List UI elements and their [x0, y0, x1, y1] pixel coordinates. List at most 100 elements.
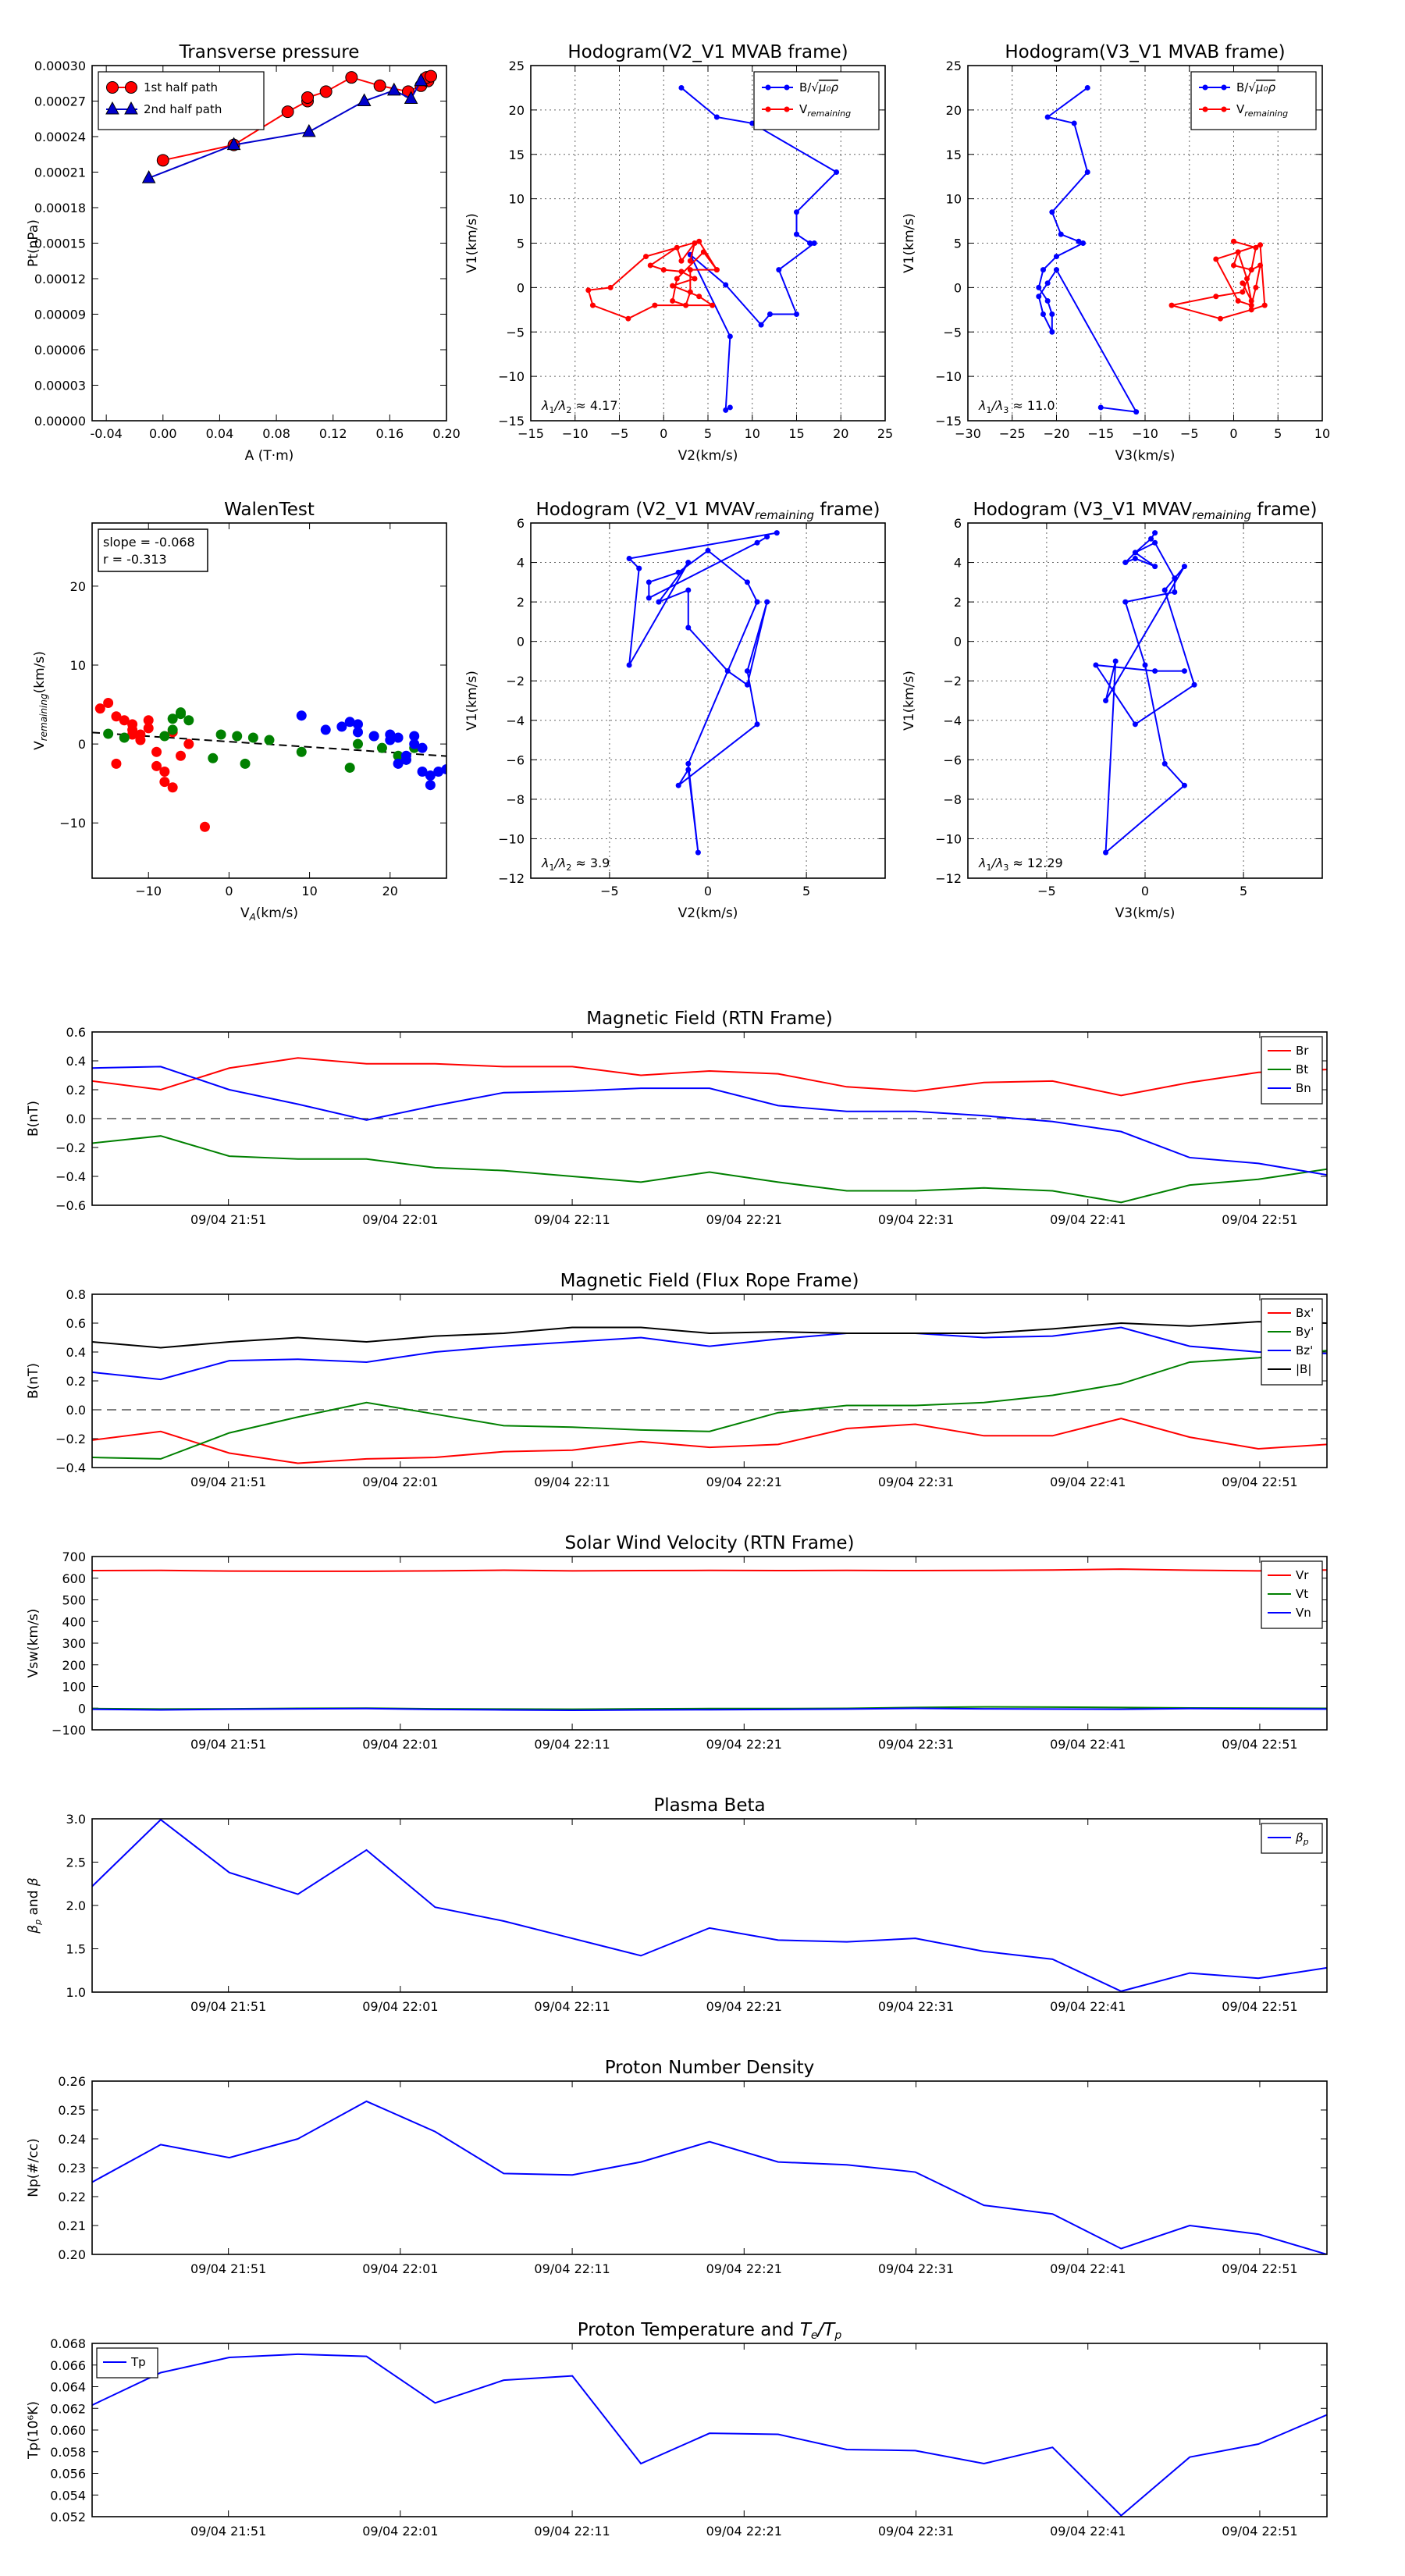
y-axis-label: V1(km/s)	[464, 671, 480, 731]
data-point	[705, 547, 711, 553]
data-point	[1040, 267, 1046, 273]
x-tick-label: 09/04 22:51	[1222, 2261, 1297, 2276]
y-tick-label: 10	[946, 192, 962, 207]
y-tick-label: 0.064	[50, 2380, 86, 2395]
legend-marker	[1202, 106, 1208, 112]
data-point	[675, 782, 681, 788]
x-tick-label: 0	[704, 884, 712, 898]
data-point	[1093, 662, 1099, 668]
chart-title: Plasma Beta	[653, 1795, 765, 1816]
y-tick-label: 0.054	[50, 2488, 86, 2503]
chart-mag_rtn: Magnetic Field (RTN Frame) 09/04 21:51 09/…	[26, 1009, 1328, 1227]
data-point	[1213, 294, 1219, 300]
data-point	[1084, 169, 1090, 175]
y-tick-label: 0.00009	[34, 308, 86, 322]
data-point	[281, 105, 294, 119]
y-tick-label: 0.052	[50, 2510, 86, 2524]
data-point	[1133, 409, 1140, 415]
data-point	[675, 569, 681, 575]
y-tick-label: 0.6	[66, 1025, 86, 1040]
data-point	[1148, 535, 1154, 542]
data-point	[433, 767, 444, 777]
data-point	[724, 668, 731, 674]
data-point	[353, 738, 363, 749]
series-line-0	[1037, 87, 1138, 413]
data-point	[143, 715, 154, 726]
data-point	[376, 742, 387, 753]
data-point	[1248, 267, 1254, 273]
data-point	[368, 731, 379, 742]
data-point	[1231, 262, 1236, 269]
data-point	[1152, 564, 1158, 570]
data-point	[646, 595, 652, 601]
legend-label: B/√μ₀ρ	[799, 80, 838, 94]
y-tick-label: −10	[59, 816, 86, 831]
series-line-Tp	[92, 2353, 1327, 2517]
x-tick-label: 0	[225, 884, 233, 898]
chart-title: Proton Number Density	[605, 2058, 815, 2078]
y-axis-label: V1(km/s)	[464, 213, 480, 273]
series-line-Bn	[92, 1066, 1327, 1176]
y-tick-label: 0.00015	[34, 237, 86, 251]
y-tick-label: −4	[506, 713, 525, 728]
data-point	[764, 599, 770, 605]
axes-frame	[91, 65, 447, 422]
x-axis-label: V3(km/s)	[1115, 448, 1176, 464]
data-point	[744, 668, 750, 674]
data-point	[1152, 530, 1158, 536]
y-tick-label: 0.23	[58, 2161, 86, 2176]
legend-label: Vremaining	[1236, 102, 1288, 119]
x-tick-label: 09/04 22:41	[1050, 1212, 1126, 1227]
x-tick-label: -0.04	[90, 426, 122, 441]
y-axis-label: Vsw(km/s)	[26, 1609, 41, 1678]
y-tick-label: −6	[506, 753, 525, 767]
x-tick-label: 09/04 22:31	[878, 1999, 954, 2014]
data-point	[151, 760, 162, 771]
x-tick-label: 0	[1229, 426, 1237, 441]
data-point	[319, 85, 333, 98]
x-tick-label: −20	[1044, 426, 1070, 441]
y-tick-label: 5	[517, 237, 525, 251]
x-tick-label: 09/04 22:31	[878, 1475, 954, 1489]
y-tick-label: 0.00012	[34, 272, 86, 286]
data-point	[1152, 668, 1158, 674]
data-point	[692, 276, 698, 282]
data-point	[1049, 329, 1055, 335]
y-tick-label: 0.00018	[34, 201, 86, 215]
y-tick-label: 5	[954, 237, 962, 251]
data-point	[834, 169, 840, 175]
x-tick-label: 09/04 22:21	[706, 1475, 782, 1489]
plot-area	[585, 84, 840, 413]
y-tick-label: 20	[509, 103, 525, 118]
data-point	[1071, 120, 1077, 126]
x-tick-label: −15	[1087, 426, 1114, 441]
data-point	[296, 746, 307, 757]
axes-frame	[91, 2343, 1328, 2517]
chart-title: Proton Temperature and Te/Tp	[578, 2320, 842, 2342]
legend-label: 1st half path	[144, 80, 218, 94]
data-point	[141, 170, 156, 183]
data-point	[1161, 760, 1168, 767]
data-point	[674, 276, 680, 282]
axes-frame	[967, 65, 1323, 422]
data-point	[264, 735, 275, 745]
x-tick-label: 09/04 22:51	[1222, 1737, 1297, 1752]
data-point	[1044, 280, 1051, 286]
y-tick-label: −15	[498, 414, 525, 429]
data-point	[589, 302, 596, 308]
x-tick-label: 09/04 22:51	[1222, 1212, 1297, 1227]
axes-frame	[91, 1818, 1328, 1993]
x-tick-label: 09/04 22:41	[1050, 1475, 1126, 1489]
legend: 1st half path 2nd half path	[98, 71, 265, 130]
data-point	[404, 91, 418, 104]
y-tick-label: 0.20	[58, 2247, 86, 2262]
y-tick-label: −4	[943, 713, 962, 728]
y-tick-label: 0	[78, 737, 86, 752]
data-point	[1044, 114, 1051, 120]
data-point	[417, 742, 428, 753]
x-tick-label: 09/04 22:11	[534, 2524, 610, 2539]
y-tick-label: 100	[62, 1680, 86, 1695]
legend-label: Vn	[1296, 1606, 1311, 1620]
y-axis-label: V1(km/s)	[902, 671, 917, 731]
